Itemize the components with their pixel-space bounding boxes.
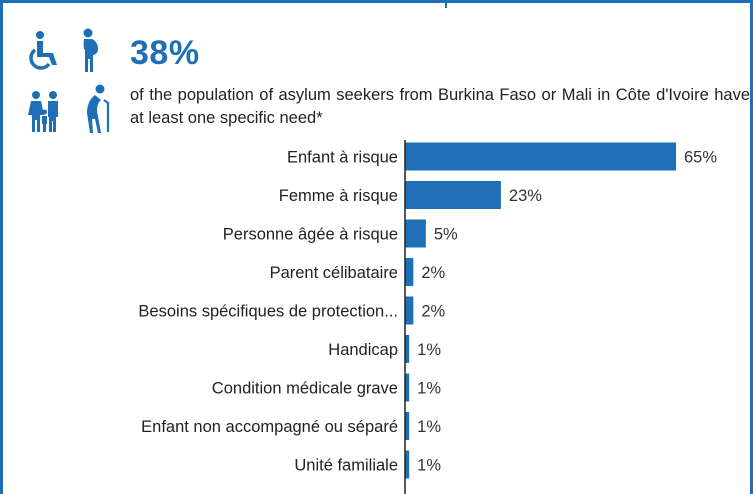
- category-label: Enfant non accompagné ou séparé: [141, 418, 398, 436]
- category-label: Personne âgée à risque: [223, 226, 398, 244]
- value-label: 1%: [417, 380, 441, 398]
- value-label: 65%: [684, 149, 717, 167]
- category-label: Enfant à risque: [287, 149, 398, 167]
- category-label: Femme à risque: [279, 187, 398, 205]
- value-label: 1%: [417, 341, 441, 359]
- family-icon: [28, 91, 58, 132]
- specific-needs-bar-chart: Enfant à risque 65% Femme à risque 23% Perso…: [138, 140, 717, 494]
- category-label: Besoins spécifiques de protection...: [138, 303, 398, 321]
- value-label: 2%: [421, 264, 445, 282]
- specific-needs-percentage: 38%: [130, 34, 200, 72]
- bar: [405, 335, 410, 363]
- value-label: 1%: [417, 418, 441, 436]
- bar: [405, 142, 676, 171]
- specific-needs-description: of the population of asylum seekers from…: [130, 86, 750, 127]
- category-label: Handicap: [328, 341, 398, 359]
- bar: [405, 258, 414, 286]
- category-label: Unité familiale: [294, 457, 398, 475]
- value-label: 23%: [509, 187, 542, 205]
- pregnant-woman-icon: [83, 28, 98, 72]
- bar: [405, 181, 501, 209]
- category-label: Parent célibataire: [270, 264, 398, 282]
- value-label: 1%: [417, 457, 441, 475]
- bar: [405, 296, 414, 325]
- value-label: 5%: [434, 226, 458, 244]
- panel-divider-tick: [445, 0, 447, 8]
- bar: [405, 450, 410, 479]
- category-label: Condition médicale grave: [212, 380, 398, 398]
- elderly-person-icon: [87, 84, 110, 133]
- bar: [405, 219, 426, 248]
- bar: [405, 373, 410, 402]
- specific-needs-icons: [28, 28, 118, 138]
- bar: [405, 412, 410, 440]
- value-label: 2%: [421, 303, 445, 321]
- wheelchair-icon: [29, 31, 57, 70]
